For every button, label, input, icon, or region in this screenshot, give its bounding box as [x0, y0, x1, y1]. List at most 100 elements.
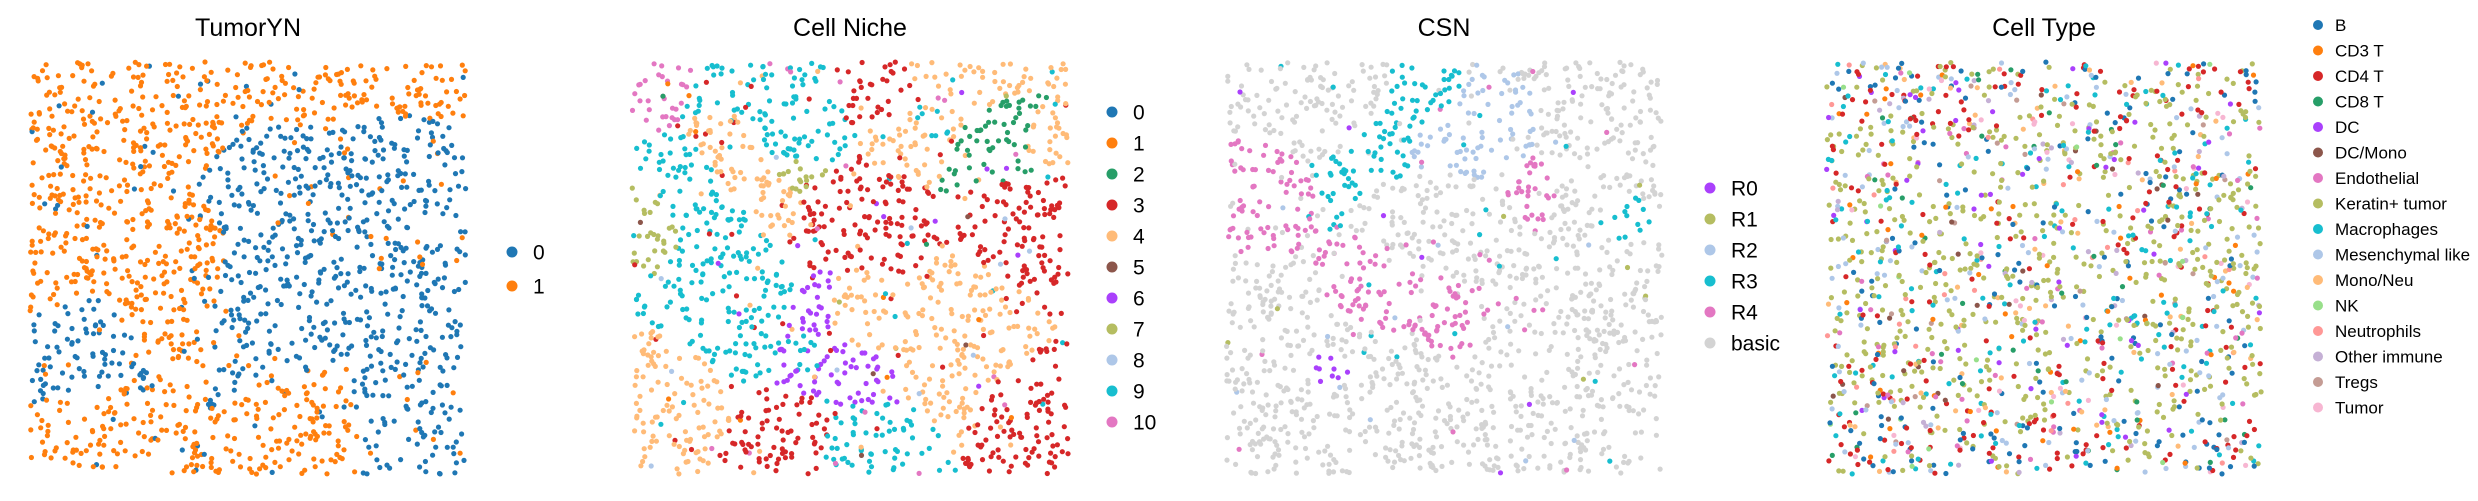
scatter-point [1529, 432, 1535, 438]
scatter-point [758, 196, 765, 202]
scatter-point [1591, 429, 1598, 435]
scatter-point [437, 243, 443, 249]
scatter-point [1454, 364, 1460, 370]
scatter-point [1261, 230, 1267, 236]
scatter-point [890, 373, 896, 379]
scatter-point [955, 141, 961, 147]
scatter-point [1337, 161, 1343, 167]
scatter-point [922, 132, 928, 138]
scatter-point [235, 94, 241, 100]
scatter-point [795, 435, 801, 441]
scatter-point [222, 92, 228, 98]
scatter-point [444, 382, 450, 388]
scatter-point [843, 163, 849, 169]
scatter-point [693, 133, 699, 139]
scatter-point [1539, 212, 1545, 218]
scatter-point [1658, 118, 1664, 124]
scatter-point [1497, 219, 1504, 225]
scatter-point [826, 98, 833, 105]
scatter-point [956, 432, 962, 438]
scatter-point [933, 332, 940, 338]
scatter-point [1367, 75, 1373, 81]
scatter-point [241, 298, 247, 304]
scatter-point [1030, 124, 1036, 130]
scatter-point [253, 270, 259, 276]
scatter-point [961, 354, 967, 360]
scatter-point [34, 126, 40, 132]
scatter-point [285, 179, 291, 185]
scatter-point [1577, 65, 1583, 71]
scatter-point [1428, 257, 1434, 263]
scatter-point [719, 65, 725, 71]
scatter-point [1026, 88, 1032, 94]
scatter-point [687, 436, 694, 442]
scatter-point [197, 81, 204, 87]
scatter-point [1339, 211, 1345, 217]
scatter-point [866, 215, 872, 221]
scatter-point [643, 117, 649, 123]
scatter-point [831, 104, 837, 110]
scatter-point [1275, 278, 1281, 284]
scatter-point [907, 419, 913, 425]
scatter-point [785, 217, 792, 223]
scatter-point [260, 62, 267, 68]
scatter-point [1439, 384, 1445, 390]
scatter-point [794, 368, 800, 374]
scatter-point [220, 98, 226, 104]
scatter-point [841, 228, 847, 234]
scatter-point [1350, 331, 1356, 338]
scatter-point [1526, 401, 1532, 407]
scatter-point [331, 348, 337, 354]
scatter-point [172, 221, 178, 227]
scatter-point [1479, 129, 1485, 135]
scatter-point [452, 470, 458, 476]
scatter-point [305, 218, 311, 224]
scatter-point [266, 328, 272, 334]
scatter-point [341, 155, 347, 161]
scatter-point [913, 263, 919, 269]
scatter-point [1532, 186, 1538, 192]
scatter-point [728, 383, 735, 390]
scatter-point [1341, 171, 1347, 177]
scatter-point [89, 146, 95, 152]
scatter-point [1335, 375, 1341, 381]
scatter-point [1262, 142, 1269, 148]
scatter-point [1413, 394, 1419, 400]
scatter-point [1490, 467, 1496, 473]
scatter-point [1253, 417, 1259, 423]
scatter-point [102, 433, 108, 439]
scatter-point [1513, 462, 1519, 468]
scatter-point [1609, 271, 1615, 278]
scatter-point [1610, 395, 1616, 401]
scatter-point [777, 347, 783, 353]
scatter-point [842, 135, 848, 141]
scatter-point [857, 186, 863, 192]
scatter-point [650, 433, 656, 439]
scatter-point [404, 184, 410, 190]
scatter-point [312, 165, 318, 171]
scatter-point [95, 383, 101, 390]
scatter-point [812, 379, 818, 385]
scatter-point [372, 148, 378, 154]
scatter-point [230, 370, 236, 376]
scatter-point [1411, 443, 1417, 449]
scatter-point [734, 269, 740, 275]
scatter-point [1534, 142, 1540, 148]
scatter-point [341, 447, 347, 453]
scatter-point [1289, 409, 1295, 415]
scatter-point [1004, 98, 1010, 104]
scatter-point [1441, 320, 1447, 326]
scatter-point [852, 399, 858, 405]
scatter-point [787, 287, 793, 293]
scatter-point [700, 261, 706, 267]
scatter-point [955, 347, 961, 353]
scatter-point [78, 450, 84, 456]
scatter-point [1501, 213, 1507, 219]
scatter-point [327, 184, 333, 190]
scatter-point [799, 77, 805, 83]
scatter-point [1380, 213, 1387, 219]
scatter-point [980, 308, 986, 314]
scatter-point [888, 266, 894, 272]
scatter-point [1644, 362, 1650, 368]
scatter-point [1620, 68, 1626, 75]
